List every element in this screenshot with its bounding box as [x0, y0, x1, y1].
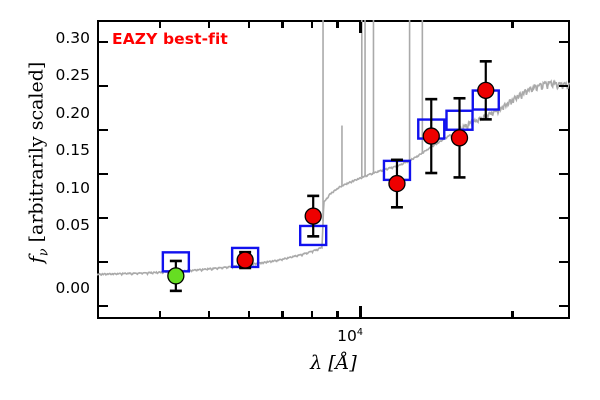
- y-tick-0.05: [99, 260, 108, 264]
- x-axis-label: λ [Å]: [97, 352, 570, 374]
- y-tick-label-0.20: 0.20: [55, 104, 90, 122]
- y-tick-label-0.05: 0.05: [55, 216, 90, 234]
- spectrum-line: [97, 20, 570, 277]
- y-tick-label-0.00: 0.00: [55, 279, 90, 297]
- x-tick-major-10000: [359, 306, 363, 317]
- photometry-points: [167, 81, 495, 285]
- y-tick-right-0.3: [559, 40, 568, 44]
- x-axis-label-lambda: λ: [310, 352, 323, 374]
- photometry-point-4: [422, 127, 440, 145]
- y-tick-0.25: [99, 84, 108, 88]
- x-tick-minor-9000: [336, 311, 339, 317]
- photometry-point-0: [167, 267, 185, 285]
- x-tick-minor-8000: [310, 311, 314, 317]
- y-tick-label-0.25: 0.25: [55, 66, 90, 84]
- x-tick-minor-top-7000: [281, 22, 284, 28]
- photometry-point-1: [236, 251, 254, 269]
- y-tick-0.3: [99, 40, 108, 44]
- photometry-point-2: [304, 207, 322, 225]
- x-tick-minor-5000: [207, 311, 211, 317]
- x-tick-minor-top-4000: [158, 22, 162, 28]
- model-flux-squares: [161, 89, 500, 273]
- y-tick-0.15: [99, 172, 108, 176]
- plot-area: [97, 20, 570, 293]
- y-axis-label-f: f: [25, 256, 48, 264]
- photometry-point-5: [450, 129, 469, 147]
- y-tick-right-0.1: [559, 216, 568, 220]
- y-tick-right-0.2: [559, 128, 568, 132]
- photometry-point-3: [388, 174, 406, 193]
- y-tick-right-0.05: [559, 260, 568, 264]
- y-tick-right-0.25: [559, 84, 568, 88]
- x-tick-minor-20000: [511, 311, 514, 317]
- annotation-eazy-best-fit: EAZY best-fit: [112, 30, 228, 48]
- x-tick-mantissa: 10: [337, 327, 357, 346]
- x-tick-minor-top-8000: [310, 22, 314, 28]
- y-tick-0.1: [99, 216, 108, 220]
- x-tick-exponent: 4: [356, 327, 363, 338]
- x-tick-minor-4000: [158, 311, 162, 317]
- x-tick-minor-top-5000: [207, 22, 211, 28]
- x-tick-minor-top-20000: [511, 22, 514, 28]
- y-axis-label-nu: ν: [35, 248, 51, 257]
- x-tick-major-top-10000: [359, 22, 363, 33]
- y-tick-right-0: [559, 304, 568, 308]
- x-axis-label-unit: [Å]: [322, 352, 357, 374]
- error-bars: [169, 60, 492, 293]
- y-tick-0.2: [99, 128, 108, 132]
- x-tick-minor-top-9000: [336, 22, 339, 28]
- x-tick-label-1e4: 104: [320, 328, 380, 345]
- photometry-point-6: [477, 81, 495, 99]
- y-tick-right-0.15: [559, 172, 568, 176]
- x-tick-minor-6000: [247, 311, 251, 317]
- y-tick-0: [99, 304, 108, 308]
- y-tick-label-0.15: 0.15: [55, 141, 90, 159]
- x-tick-minor-top-6000: [247, 22, 251, 28]
- y-tick-label-0.30: 0.30: [55, 29, 90, 47]
- y-tick-label-0.10: 0.10: [55, 179, 90, 197]
- x-tick-minor-7000: [281, 311, 284, 317]
